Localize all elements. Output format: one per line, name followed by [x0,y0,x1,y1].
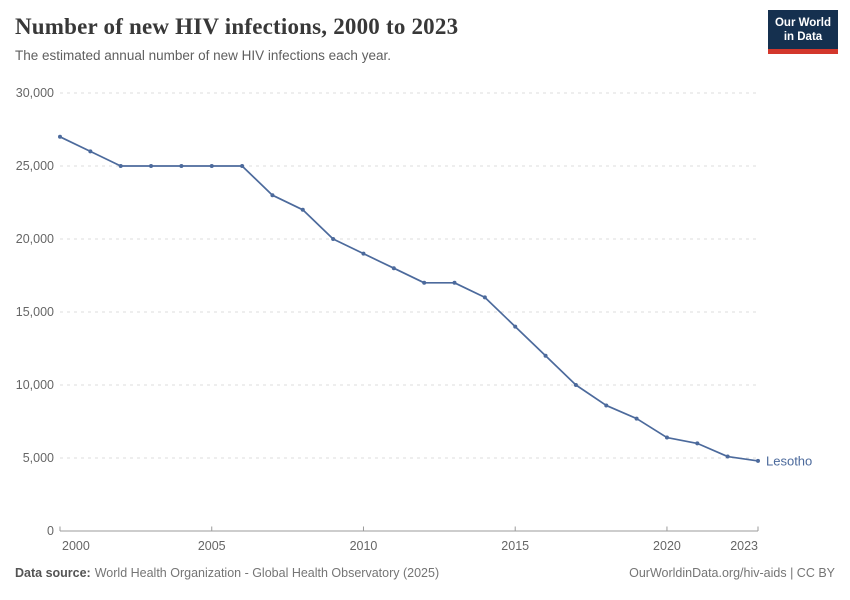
data-point[interactable] [361,251,366,256]
data-point[interactable] [149,164,154,168]
data-source-text: World Health Organization - Global Healt… [94,566,440,580]
data-point[interactable] [300,207,305,212]
data-point[interactable] [179,164,184,168]
owid-logo-line2: in Data [783,31,823,43]
chart-footer: Data source: World Health Organization - … [15,566,835,580]
y-tick-label: 30,000 [16,86,54,100]
data-point[interactable] [88,149,93,154]
data-point[interactable] [331,237,336,241]
x-tick-label: 2020 [653,539,681,553]
y-tick-label: 5,000 [23,451,54,465]
data-point[interactable] [422,280,427,285]
data-point[interactable] [604,403,609,408]
x-tick-label: 2010 [350,539,378,553]
page-title: Number of new HIV infections, 2000 to 20… [15,14,459,39]
data-point[interactable] [756,458,760,463]
y-tick-label: 0 [47,524,54,538]
data-point[interactable] [58,134,62,139]
data-point[interactable] [270,193,275,198]
data-point[interactable] [573,383,578,387]
data-point[interactable] [543,353,548,358]
y-tick-label: 20,000 [16,232,54,246]
x-tick-label: 2023 [730,539,758,553]
x-tick-label: 2005 [198,539,226,553]
owid-credit-link[interactable]: OurWorldinData.org/hiv-aids | CC BY [629,566,835,580]
data-point[interactable] [664,435,669,440]
chart-subtitle: The estimated annual number of new HIV i… [15,48,391,63]
data-point[interactable] [482,295,487,300]
data-point[interactable] [513,324,518,329]
data-point[interactable] [209,164,214,168]
data-point[interactable] [695,441,700,446]
entity-label[interactable]: Lesotho [766,453,812,468]
owid-logo-line1: Our World [774,17,831,29]
y-tick-label: 25,000 [16,159,54,173]
data-source: Data source: World Health Organization - … [15,566,439,580]
y-tick-label: 10,000 [16,378,54,392]
data-point[interactable] [452,280,457,285]
data-point[interactable] [118,164,123,168]
data-point[interactable] [240,164,245,168]
owid-logo[interactable]: Our World in Data [768,10,838,54]
y-tick-label: 15,000 [16,305,54,319]
data-point[interactable] [391,266,396,271]
data-point[interactable] [725,454,730,459]
x-tick-label: 2015 [501,539,529,553]
data-line[interactable] [59,135,759,462]
x-tick-label: 2000 [62,539,90,553]
data-source-label: Data source: [15,566,91,580]
data-point[interactable] [634,416,639,421]
